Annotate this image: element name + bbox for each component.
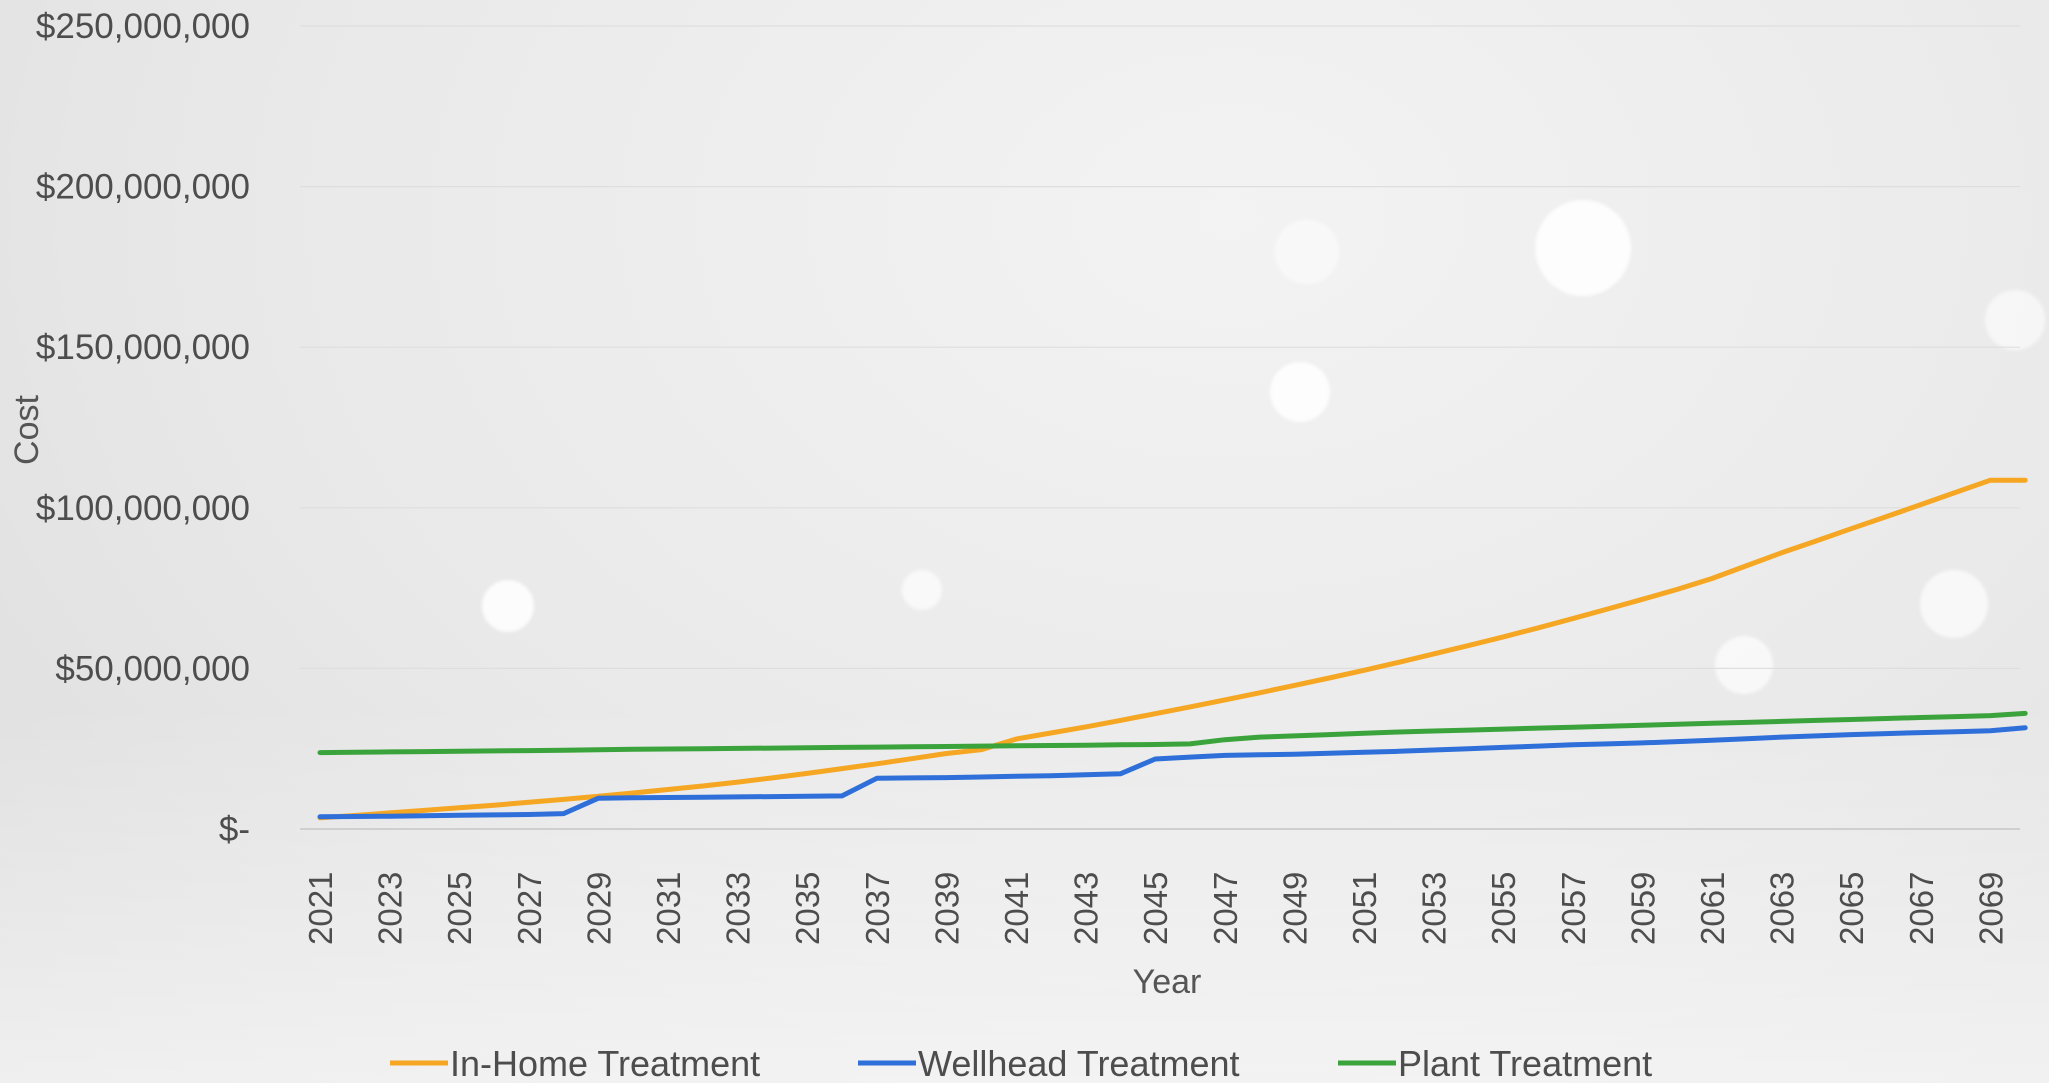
x-tick-label: 2021 bbox=[302, 872, 339, 945]
y-tick-label: $50,000,000 bbox=[55, 649, 250, 688]
y-tick-label: $150,000,000 bbox=[36, 328, 250, 367]
x-tick-label: 2039 bbox=[928, 872, 965, 945]
x-tick-label: 2047 bbox=[1207, 872, 1244, 945]
series-line-wellhead-treatment bbox=[317, 725, 2028, 820]
x-tick-label: 2063 bbox=[1764, 872, 1801, 945]
x-tick-label: 2069 bbox=[1972, 872, 2009, 945]
x-tick-label: 2057 bbox=[1555, 872, 1592, 945]
x-tick-label: 2055 bbox=[1485, 872, 1522, 945]
x-tick-label: 2065 bbox=[1833, 872, 1870, 945]
series-line-in-home-treatment bbox=[317, 477, 2028, 821]
legend: In-Home Treatment Wellhead Treatment Plant… bbox=[390, 1043, 1652, 1083]
x-tick-label: 2049 bbox=[1276, 872, 1313, 945]
x-tick-label: 2023 bbox=[372, 872, 409, 945]
x-tick-label: 2067 bbox=[1903, 872, 1940, 945]
x-tick-label: 2029 bbox=[580, 872, 617, 945]
x-axis-label: Year bbox=[1133, 963, 1202, 1001]
x-tick-label: 2025 bbox=[441, 872, 478, 945]
series-lines bbox=[317, 477, 2028, 821]
legend-label-in-home-treatment: In-Home Treatment bbox=[450, 1043, 760, 1083]
x-tick-label: 2061 bbox=[1694, 872, 1731, 945]
x-tick-label: 2033 bbox=[720, 872, 757, 945]
x-tick-label: 2035 bbox=[789, 872, 826, 945]
x-tick-label: 2027 bbox=[511, 872, 548, 945]
y-axis-ticks: $- $50,000,000 $100,000,000 $150,000,000 $20… bbox=[36, 7, 250, 849]
y-tick-label: $200,000,000 bbox=[36, 168, 250, 207]
y-tick-label: $- bbox=[219, 810, 250, 849]
legend-label-plant-treatment: Plant Treatment bbox=[1398, 1043, 1652, 1083]
y-axis-label: Cost bbox=[8, 394, 46, 464]
y-tick-label: $250,000,000 bbox=[36, 7, 250, 46]
x-tick-label: 2053 bbox=[1416, 872, 1453, 945]
x-tick-label: 2045 bbox=[1137, 872, 1174, 945]
x-tick-label: 2043 bbox=[1068, 872, 1105, 945]
y-tick-label: $100,000,000 bbox=[36, 489, 250, 528]
gridlines bbox=[300, 25, 2020, 830]
x-tick-label: 2051 bbox=[1346, 872, 1383, 945]
x-axis-ticks: 2021 2023 2025 2027 2029 2031 2033 2035 2037 2039… bbox=[302, 872, 2009, 945]
x-tick-label: 2037 bbox=[859, 872, 896, 945]
x-tick-label: 2031 bbox=[650, 872, 687, 945]
legend-label-wellhead-treatment: Wellhead Treatment bbox=[918, 1043, 1240, 1083]
series-line-plant-treatment bbox=[317, 710, 2028, 756]
x-tick-label: 2059 bbox=[1624, 872, 1661, 945]
x-tick-label: 2041 bbox=[998, 872, 1035, 945]
